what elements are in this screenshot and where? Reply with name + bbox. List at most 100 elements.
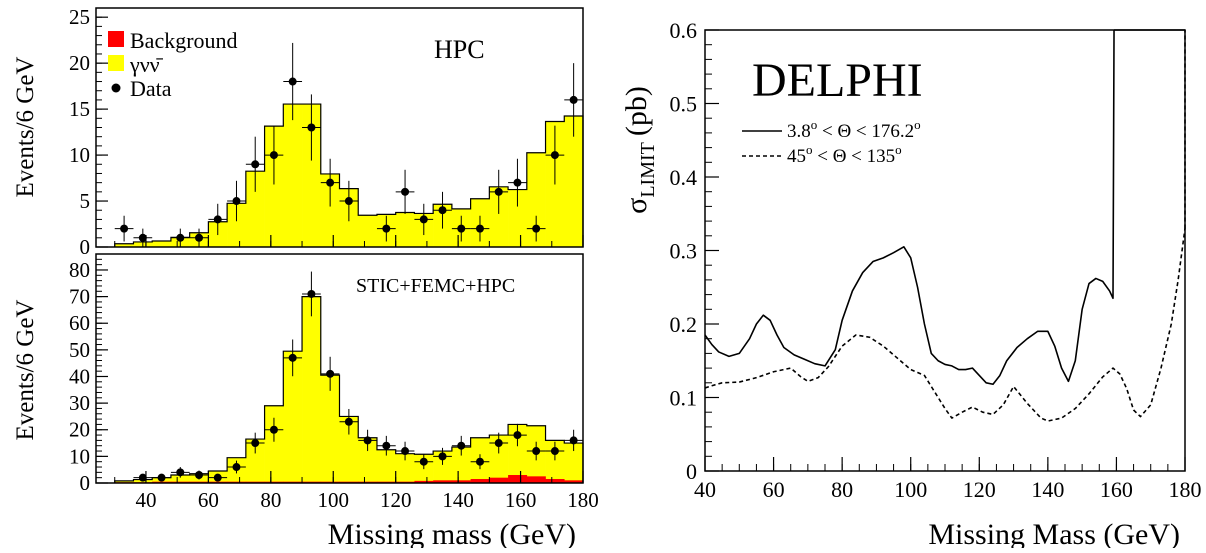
limit-y-axis-label: σLIMIT (pb) [620,86,659,214]
limit-x-tick-label: 40 [694,477,716,502]
combined-data-point [570,436,578,444]
limit-y-axis-sigma: σ [620,198,653,214]
combined-data-point [401,447,409,455]
combined-annotation: STIC+FEMC+HPC [356,275,515,297]
combined-x-tick-label: 180 [567,488,599,512]
combined-data-point [214,474,222,482]
legend-label-2: Data [130,76,172,101]
combined-data-point [382,442,390,450]
hpc-y-tick-label: 25 [69,5,90,29]
combined-background-bin [489,478,508,483]
limit-x-tick-label: 140 [1031,477,1064,502]
hpc-data-point [476,225,484,233]
combined-x-axis-label: Missing mass (GeV) [328,518,576,548]
combined-x-tick-label: 140 [442,488,474,512]
hpc-data-point [420,215,428,223]
legend-swatch-1 [108,55,124,71]
limit-legend-part: o [895,142,902,157]
combined-data-point [326,370,334,378]
hpc-annotation: HPC [434,35,485,64]
hpc-data-point [382,225,390,233]
hpc-data-point [289,78,297,86]
limit-y-tick-label: 0.5 [670,92,698,117]
combined-background-bin [527,476,546,483]
hpc-data-point [120,225,128,233]
hpc-data-point [307,124,315,132]
hpc-signal-bin [396,213,415,247]
combined-data-point [251,439,259,447]
combined-y-tick-label: 20 [69,418,90,442]
combined-signal-bin [302,297,321,483]
combined-signal-bin [321,375,340,483]
hpc-data-point [176,234,184,242]
limit-y-tick-label: 0.6 [670,18,698,43]
hpc-data-point [570,96,578,104]
combined-x-tick-label: 80 [260,488,281,512]
hpc-data-point [195,234,203,242]
hpc-signal-bin [283,104,302,247]
limit-y-axis-unit: (pb) [620,86,653,136]
combined-y-tick-label: 40 [69,364,90,388]
combined-data-point [495,439,503,447]
limit-x-tick-label: 120 [963,477,996,502]
hpc-data-point [495,188,503,196]
legend-swatch-0 [108,31,124,47]
combined-data-point [364,436,372,444]
limit-y-axis-subscript: LIMIT [637,142,659,198]
combined-data-point [439,452,447,460]
combined-data-point [232,463,240,471]
hpc-data-point [214,215,222,223]
limit-x-axis-label: Missing Mass (GeV) [928,518,1180,548]
hpc-data-point [270,151,278,159]
hpc-data-point [326,179,334,187]
combined-data-point [176,468,184,476]
combined-data-point [420,458,428,466]
hpc-data-point [532,225,540,233]
combined-y-tick-label: 30 [69,391,90,415]
hpc-y-tick-label: 5 [80,189,91,213]
hpc-data-point [513,179,521,187]
limit-x-tick-label: 180 [1169,477,1202,502]
combined-x-tick-label: 40 [135,488,156,512]
limit-legend-part: < Θ < 135 [813,146,896,167]
combined-y-tick-label: 70 [69,285,90,309]
limit-x-tick-label: 160 [1100,477,1133,502]
combined-x-tick-label: 60 [198,488,219,512]
combined-data-point [289,354,297,362]
limit-legend-part: 45 [787,146,806,167]
hpc-y-tick-label: 0 [80,235,91,259]
limit-x-tick-label: 100 [894,477,927,502]
combined-data-point [532,447,540,455]
limit-y-tick-label: 0.1 [670,386,698,411]
combined-data-point [457,442,465,450]
legend-label-0: Background [130,28,238,53]
combined-data-point [476,458,484,466]
combined-data-point [345,418,353,426]
limit-x-tick-label: 80 [831,477,853,502]
combined-data-point [270,426,278,434]
combined-data-point [158,474,166,482]
combined-y-tick-label: 80 [69,258,90,282]
limit-y-tick-label: 0.2 [670,312,698,337]
legend-label-1: γνν̄ [129,52,164,77]
limit-legend-part: o [914,117,921,132]
hpc-data-point [457,225,465,233]
limit-legend-label-0: 3.8o < Θ < 176.2o [787,117,921,142]
hpc-data-point [439,206,447,214]
hpc-y-tick-label: 15 [69,97,90,121]
combined-y-tick-label: 0 [80,471,91,495]
limit-x-tick-label: 60 [763,477,785,502]
limit-y-tick-label: 0.3 [670,239,698,264]
combined-x-tick-label: 120 [380,488,412,512]
hpc-y-tick-label: 10 [69,143,90,167]
combined-data-point [195,471,203,479]
limit-legend-label-1: 45o < Θ < 135o [787,142,902,167]
hpc-signal-bin [152,241,171,247]
combined-y-axis-label: Events/6 GeV [12,300,39,441]
